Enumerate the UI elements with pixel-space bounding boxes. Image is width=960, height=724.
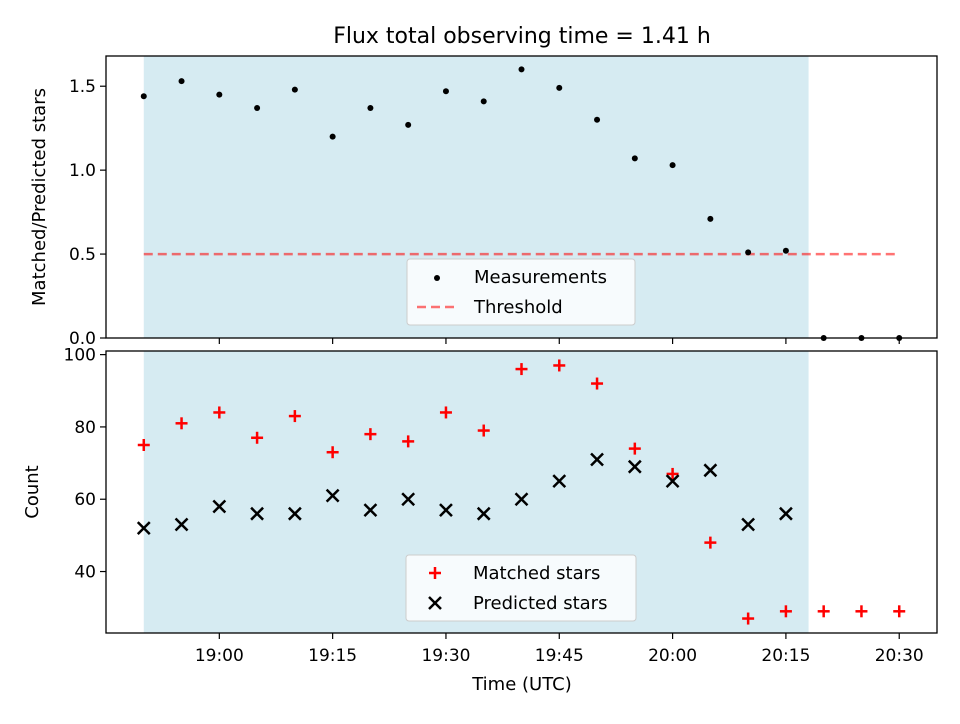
- matched-stars-points: [137, 359, 906, 625]
- measurement-point: [518, 66, 525, 73]
- y-tick-label: 0.0: [69, 329, 96, 349]
- matched-star-point: [251, 431, 264, 444]
- measurement-point: [216, 91, 223, 98]
- x-tick-label: 19:15: [308, 646, 357, 666]
- x-tick-label: 20:15: [761, 646, 810, 666]
- matched-star-point: [213, 406, 226, 419]
- measurement-point: [140, 93, 147, 100]
- measurement-point: [178, 78, 185, 85]
- measurement-point: [254, 105, 261, 112]
- matched-star-point: [364, 428, 377, 441]
- bottom-legend-box: [405, 554, 637, 622]
- y-tick-label: 0.5: [69, 245, 96, 265]
- measurement-point: [745, 249, 752, 256]
- matched-star-point: [439, 406, 452, 419]
- y-tick-label: 80: [74, 418, 96, 438]
- predicted-star-point: [287, 506, 302, 521]
- predicted-star-point: [627, 459, 642, 474]
- measurement-point: [480, 98, 487, 105]
- matched-star-point: [628, 442, 641, 455]
- top-legend: Measurements Threshold: [406, 258, 636, 326]
- x-tick-label: 20:30: [875, 646, 924, 666]
- bottom-y-ticks: 40 60 80 100: [64, 346, 106, 583]
- matched-star-point: [402, 435, 415, 448]
- measurement-point: [329, 133, 336, 140]
- x-tick-label: 19:45: [535, 646, 584, 666]
- bottom-panel: 40 60 80 100 19:00 19:15 19:30 19:45 20:00 20:15…: [22, 346, 938, 695]
- predicted-star-point: [741, 517, 756, 532]
- predicted-stars-points: [136, 452, 793, 536]
- y-tick-label: 60: [74, 490, 96, 510]
- measurement-point: [556, 84, 563, 91]
- legend-predicted-marker: [428, 596, 442, 610]
- predicted-star-point: [363, 503, 378, 517]
- matched-star-point: [704, 536, 717, 549]
- matched-star-point: [779, 605, 792, 618]
- predicted-star-point: [250, 506, 264, 521]
- predicted-star-point: [665, 474, 680, 489]
- y-tick-label: 40: [74, 563, 96, 583]
- matched-star-point: [477, 424, 490, 437]
- measurement-point: [594, 116, 601, 123]
- measurement-point: [367, 105, 374, 112]
- top-x-ticks: [218, 338, 900, 344]
- x-tick-label: 19:30: [421, 646, 470, 666]
- measurement-point: [405, 121, 412, 128]
- measurement-point: [707, 215, 714, 222]
- bottom-legend: Matched stars Predicted stars: [405, 554, 637, 622]
- legend-threshold-label: Threshold: [473, 297, 563, 318]
- predicted-star-point: [439, 503, 453, 517]
- top-panel: 0.0 0.5 1.0 1.5 Matched/Predicted stars Mea…: [29, 55, 938, 349]
- legend-predicted-label: Predicted stars: [473, 593, 607, 614]
- chart-title: Flux total observing time = 1.41 h: [333, 24, 711, 49]
- matched-star-point: [893, 605, 906, 618]
- y-tick-label: 1.0: [69, 161, 96, 181]
- top-axes-frame: [105, 55, 938, 339]
- matched-star-point: [742, 612, 755, 625]
- predicted-star-point: [476, 506, 491, 521]
- predicted-star-point: [325, 488, 340, 503]
- x-axis-label: Time (UTC): [471, 674, 572, 695]
- predicted-star-point: [514, 492, 529, 507]
- matched-star-point: [553, 359, 566, 372]
- measurement-point: [631, 155, 638, 162]
- x-tick-label: 20:00: [648, 646, 697, 666]
- legend-measurements-label: Measurements: [474, 267, 607, 288]
- matched-star-point: [326, 446, 339, 459]
- bottom-y-axis-label: Count: [22, 465, 43, 518]
- predicted-star-point: [552, 474, 567, 489]
- predicted-star-point: [703, 463, 718, 478]
- measurement-point: [669, 162, 676, 169]
- predicted-star-point: [779, 506, 793, 521]
- legend-matched-label: Matched stars: [473, 563, 600, 584]
- matched-star-point: [175, 417, 188, 430]
- top-legend-box: [406, 258, 636, 326]
- matched-star-point: [855, 605, 868, 618]
- measurement-point: [782, 247, 789, 254]
- y-tick-label: 1.5: [69, 77, 96, 97]
- predicted-star-point: [136, 521, 151, 536]
- measurement-point: [442, 88, 449, 95]
- matched-star-point: [288, 410, 301, 423]
- predicted-star-point: [590, 452, 604, 467]
- top-y-ticks: 0.0 0.5 1.0 1.5: [69, 77, 106, 349]
- predicted-star-point: [401, 492, 416, 507]
- y-tick-label: 100: [64, 346, 96, 366]
- measurement-point: [291, 86, 298, 93]
- matched-star-point: [591, 377, 604, 390]
- bottom-axes-frame: [105, 350, 938, 634]
- predicted-star-point: [174, 517, 189, 532]
- matched-star-point: [137, 439, 150, 451]
- matched-star-point: [817, 605, 830, 618]
- predicted-star-point: [212, 499, 227, 514]
- x-tick-label: 19:00: [195, 646, 244, 666]
- legend-matched-marker: [429, 567, 441, 579]
- matched-star-point: [666, 467, 679, 480]
- bottom-x-ticks: 19:00 19:15 19:30 19:45 20:00 20:15 20:30: [195, 633, 924, 666]
- matched-star-point: [515, 363, 528, 376]
- legend-measurement-marker: [434, 275, 440, 281]
- top-y-axis-label: Matched/Predicted stars: [29, 88, 50, 306]
